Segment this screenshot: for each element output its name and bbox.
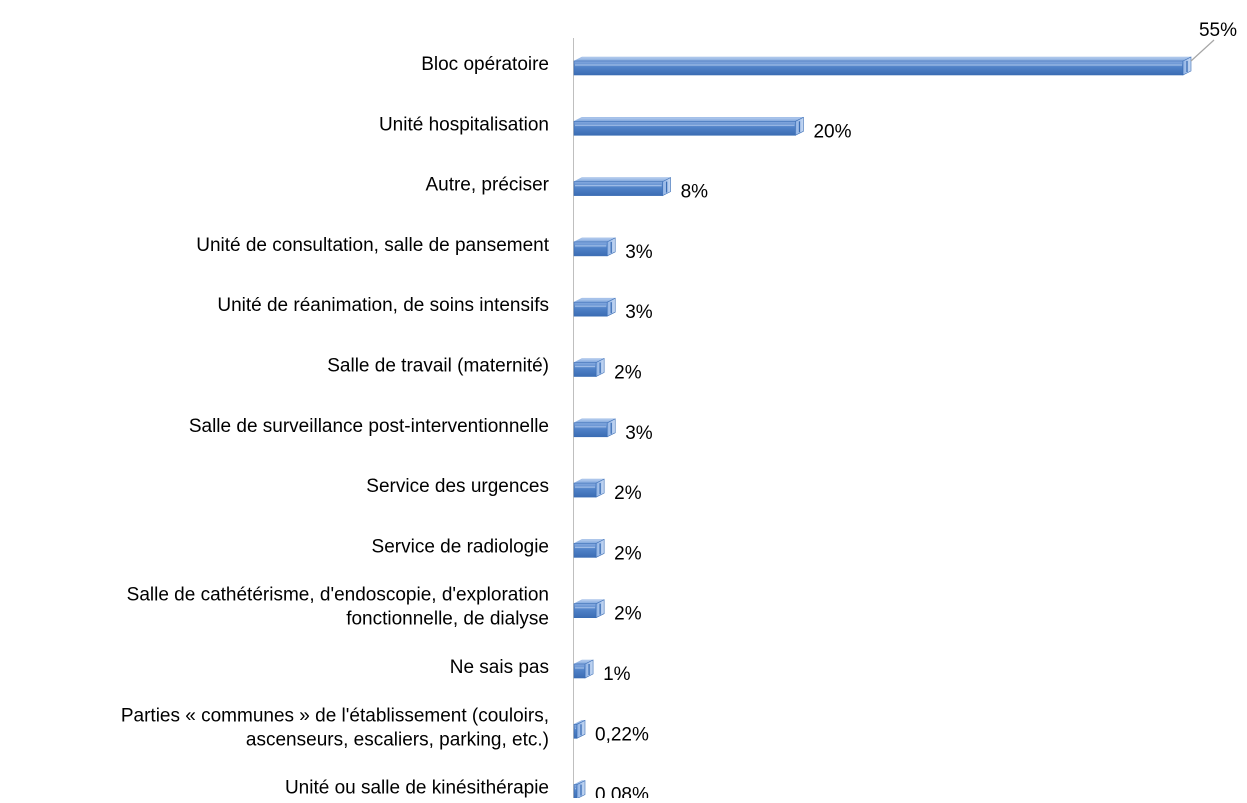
bar-7 <box>573 418 616 438</box>
bar-1 <box>573 56 1192 76</box>
bar-13 <box>573 780 586 800</box>
data-label: 2% <box>614 363 642 384</box>
category-label: Bloc opératoire <box>421 54 549 75</box>
bar-5 <box>573 297 616 317</box>
bar-front-face <box>573 422 608 438</box>
category-label: ascenseurs, escaliers, parking, etc.) <box>246 729 549 750</box>
data-label-leader-line <box>1190 39 1215 62</box>
bar-6 <box>573 358 605 377</box>
bar-front-face <box>573 603 597 619</box>
bar-top-face <box>573 56 1192 62</box>
category-label: Unité de réanimation, de soins intensifs <box>217 295 549 316</box>
bar-front-face <box>573 241 608 257</box>
bar-11 <box>573 659 594 679</box>
data-label: 3% <box>625 423 653 444</box>
bar-4 <box>573 237 616 257</box>
data-label: 2% <box>614 483 642 504</box>
bar-top-face <box>573 117 804 122</box>
bar-8 <box>573 478 605 498</box>
data-label: 20% <box>813 121 851 142</box>
bar-front-face <box>573 784 578 799</box>
bar-front-face <box>573 663 586 679</box>
bar-front-face <box>573 482 597 498</box>
category-label: Autre, préciser <box>425 175 549 196</box>
category-label: Service de radiologie <box>372 536 549 557</box>
bar-front-face <box>573 301 608 317</box>
category-label: Salle de surveillance post-interventionn… <box>189 416 549 437</box>
category-label: fonctionnelle, de dialyse <box>346 609 549 630</box>
category-label: Ne sais pas <box>450 657 549 678</box>
category-label: Unité ou salle de kinésithérapie <box>285 778 549 798</box>
category-label: Salle de travail (maternité) <box>327 356 549 377</box>
bar-front-face <box>573 543 597 558</box>
bar-front-face <box>573 181 663 196</box>
data-label: 3% <box>625 302 653 323</box>
data-label: 1% <box>603 664 631 685</box>
bar-9 <box>573 538 605 558</box>
data-label: 55% <box>1199 20 1237 41</box>
data-label: 8% <box>681 182 709 203</box>
data-label: 0,22% <box>595 724 649 745</box>
bar-front-face <box>573 60 1184 76</box>
data-label: 2% <box>614 604 642 625</box>
category-label: Unité de consultation, salle de pansemen… <box>196 235 550 256</box>
bar-10 <box>573 599 605 619</box>
bar-front-face <box>573 362 597 377</box>
bar-2 <box>573 116 804 136</box>
bar-12 <box>573 719 586 739</box>
bar-front-face <box>573 723 578 739</box>
category-label: Parties « communes » de l'établissement … <box>121 705 549 726</box>
category-label: Service des urgences <box>366 476 549 497</box>
data-label: 0,08% <box>595 785 649 798</box>
category-label: Salle de cathétérisme, d'endoscopie, d'e… <box>127 585 549 606</box>
bar-3 <box>573 177 671 197</box>
category-label: Unité hospitalisation <box>379 114 549 135</box>
data-label: 3% <box>625 242 653 263</box>
data-label: 2% <box>614 543 642 564</box>
bar-front-face <box>573 121 796 136</box>
bar-top-face <box>573 177 671 182</box>
